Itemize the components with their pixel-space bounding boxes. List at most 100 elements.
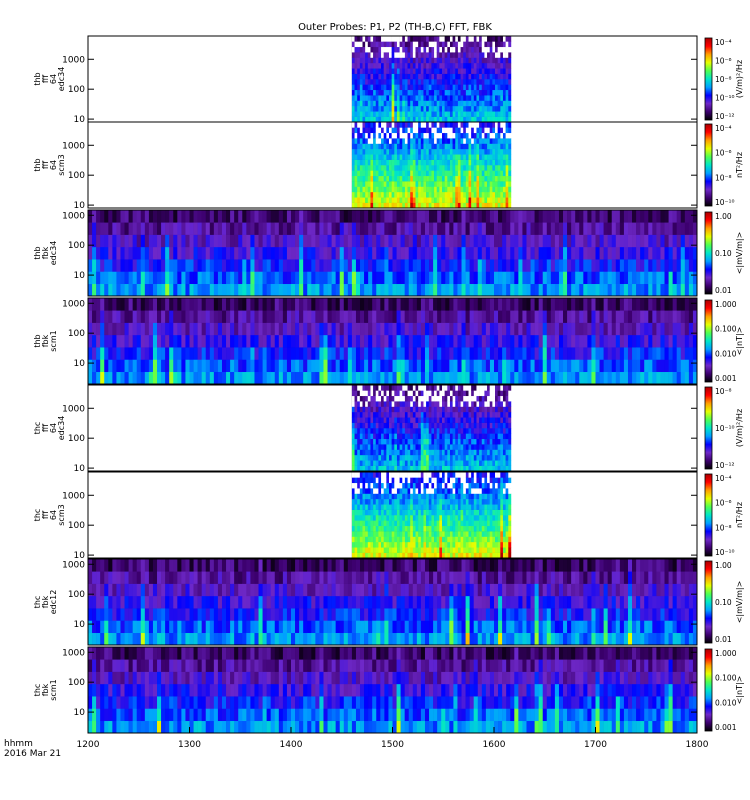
spectrogram-cell — [514, 298, 519, 311]
spectrogram-cell — [410, 390, 414, 397]
spectrogram-cell — [381, 395, 384, 402]
spectrogram-cell — [428, 465, 432, 472]
spectrogram-cell — [431, 385, 435, 391]
spectrogram-cell — [468, 127, 472, 134]
spectrogram-cell — [383, 401, 387, 407]
spectrogram-cell — [452, 159, 456, 166]
spectrogram-cell — [124, 259, 129, 272]
spectrogram-cell — [394, 36, 398, 42]
spectrogram-cell — [554, 347, 560, 360]
spectrogram-cell — [402, 422, 406, 429]
spectrogram-cell — [362, 175, 366, 182]
spectrogram-cell — [140, 347, 146, 360]
spectrogram-cell — [591, 271, 596, 285]
spectrogram-cell — [471, 454, 475, 461]
spectrogram-cell — [497, 138, 501, 144]
spectrogram-cell — [407, 465, 411, 472]
spectrogram-cell — [108, 246, 113, 260]
spectrogram-cell — [391, 175, 395, 182]
spectrogram-cell — [684, 371, 690, 385]
spectrogram-cell — [418, 428, 422, 434]
spectrogram-cell — [407, 132, 411, 139]
spectrogram-cell — [636, 359, 641, 373]
spectrogram-cell — [389, 406, 392, 413]
spectrogram-cell — [460, 62, 464, 69]
spectrogram-cell — [502, 79, 506, 85]
spectrogram-cell — [357, 116, 361, 123]
spectrogram-cell — [492, 138, 496, 144]
spectrogram-cell — [370, 46, 374, 53]
spectrogram-cell — [546, 283, 552, 297]
spectrogram-cell — [399, 100, 403, 107]
spectrogram-cell — [370, 116, 374, 123]
spectrogram-cell — [381, 62, 384, 69]
spectrogram-cell — [386, 191, 390, 198]
spectrogram-cell — [424, 246, 430, 260]
spectrogram-cell — [660, 283, 665, 297]
spectrogram-cell — [636, 310, 641, 323]
spectrogram-cell — [476, 122, 480, 128]
spectrogram-cell — [355, 283, 361, 297]
spectrogram-cell — [473, 246, 479, 260]
spectrogram-cell — [453, 298, 458, 311]
spectrogram-cell — [476, 89, 480, 96]
spectrogram-cell — [465, 246, 470, 260]
spectrogram-cell — [412, 148, 416, 155]
spectrogram-cell — [471, 197, 475, 203]
spectrogram-cell — [632, 298, 637, 311]
spectrogram-cell — [359, 191, 363, 198]
spectrogram-cell — [449, 449, 453, 456]
spectrogram-cell — [656, 259, 661, 272]
spectrogram-cell — [278, 298, 284, 311]
spectrogram-cell — [412, 79, 416, 85]
spectrogram-cell — [400, 283, 405, 297]
spectrogram-cell — [471, 116, 475, 123]
spectrogram-cell — [420, 84, 424, 91]
spectrogram-cell — [376, 371, 381, 385]
spectrogram-cell — [444, 57, 448, 64]
spectrogram-cell — [563, 271, 568, 285]
spectrogram-cell — [420, 181, 424, 187]
spectrogram-cell — [132, 234, 138, 248]
spectrogram-cell — [457, 259, 462, 272]
spectrogram-cell — [394, 175, 398, 182]
spectrogram-cell — [426, 105, 430, 112]
spectrogram-cell — [376, 271, 381, 285]
spectrogram-cell — [436, 390, 440, 397]
spectrogram-cell — [402, 165, 406, 171]
spectrogram-cell — [365, 170, 369, 177]
spectrogram-cell — [383, 95, 387, 101]
spectrogram-cell — [465, 202, 469, 209]
spectrogram-cell — [429, 371, 434, 385]
spectrogram-cell — [476, 170, 480, 177]
spectrogram-cell — [404, 449, 408, 456]
spectrogram-cell — [370, 186, 374, 193]
spectrogram-cell — [365, 460, 369, 466]
spectrogram-cell — [357, 444, 361, 450]
spectrogram-cell — [266, 371, 271, 385]
spectrogram-cell — [476, 84, 480, 91]
spectrogram-cell — [495, 411, 498, 418]
spectrogram-cell — [412, 428, 416, 434]
spectrogram-cell — [407, 159, 411, 166]
spectrogram-cell — [307, 283, 312, 297]
spectrogram-cell — [428, 79, 432, 85]
spectrogram-cell — [489, 422, 493, 429]
spectrogram-cell — [262, 222, 267, 235]
spectrogram-cell — [370, 79, 374, 85]
spectrogram-cell — [412, 371, 418, 385]
spectrogram-cell — [497, 95, 501, 101]
spectrogram-cell — [412, 62, 416, 69]
spectrogram-cell — [169, 347, 174, 360]
spectrogram-cell — [343, 322, 349, 336]
spectrogram-cell — [410, 138, 414, 144]
spectrogram-cell — [436, 138, 440, 144]
spectrogram-cell — [473, 385, 477, 391]
spectrogram-cell — [423, 127, 427, 134]
spectrogram-cell — [384, 347, 389, 360]
spectrogram-cell — [558, 210, 564, 223]
spectrogram-cell — [238, 310, 243, 323]
spectrogram-cell — [367, 433, 371, 440]
spectrogram-cell — [546, 246, 552, 260]
spectrogram-cell — [463, 401, 467, 407]
